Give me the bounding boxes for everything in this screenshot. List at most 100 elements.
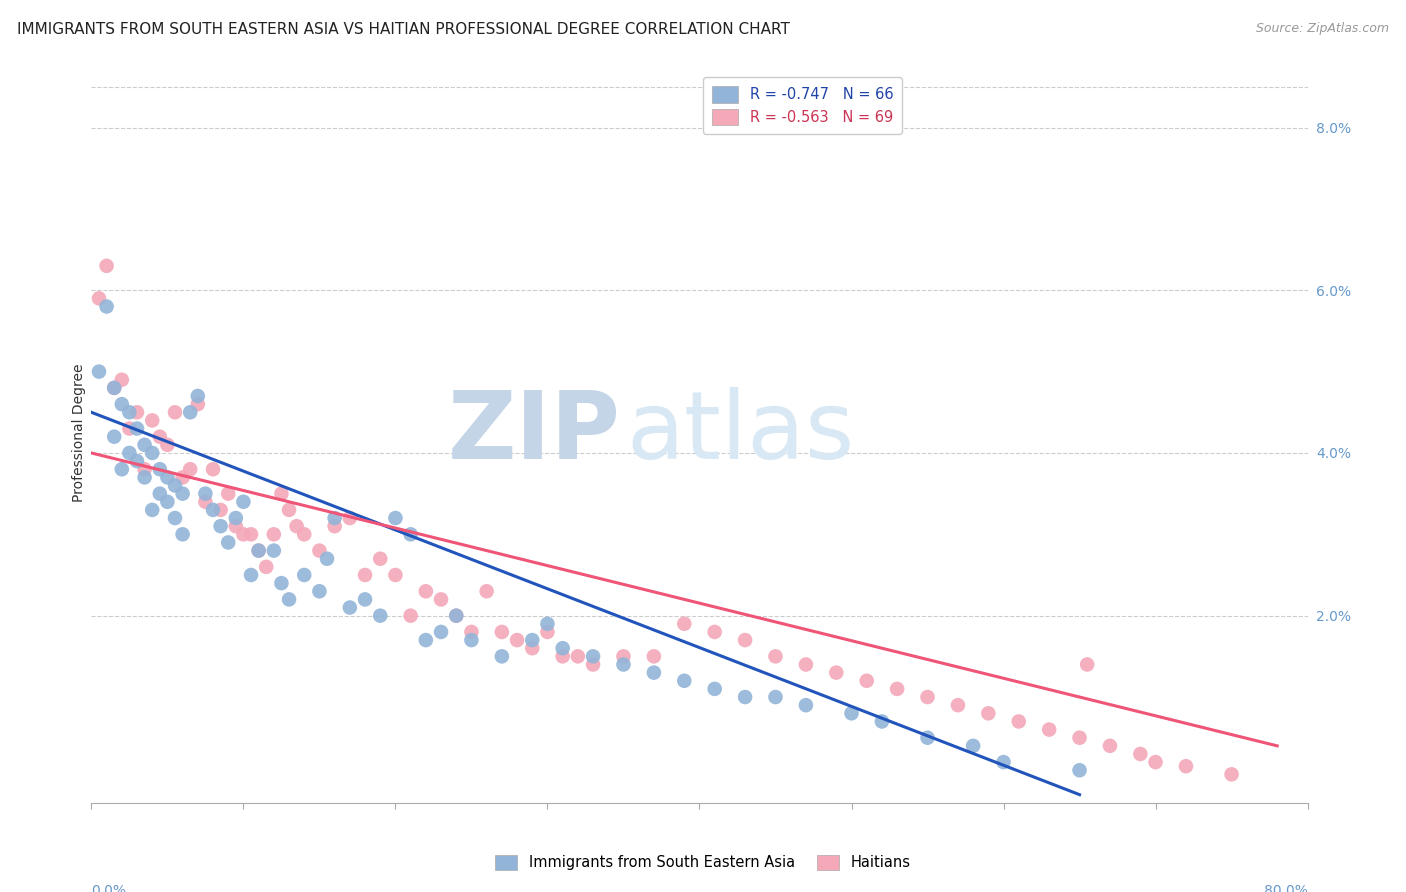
Point <box>522 633 544 648</box>
Point <box>202 503 225 517</box>
Point <box>917 731 939 745</box>
Point <box>765 649 787 664</box>
Point <box>612 657 634 672</box>
Point <box>368 608 391 623</box>
Point <box>522 641 544 656</box>
Point <box>1069 731 1091 745</box>
Point <box>384 568 406 582</box>
Point <box>225 511 247 525</box>
Point <box>1174 759 1197 773</box>
Point <box>460 633 482 648</box>
Point <box>172 486 194 500</box>
Point <box>141 446 163 460</box>
Point <box>217 486 239 500</box>
Point <box>794 698 817 713</box>
Point <box>1038 723 1060 737</box>
Point <box>96 259 118 273</box>
Point <box>270 486 292 500</box>
Point <box>536 616 558 631</box>
Point <box>1008 714 1031 729</box>
Point <box>1098 739 1121 753</box>
Point <box>354 568 377 582</box>
Text: 80.0%: 80.0% <box>1264 884 1308 892</box>
Point <box>308 584 330 599</box>
Point <box>240 568 263 582</box>
Point <box>163 478 186 492</box>
Point <box>612 649 634 664</box>
Point <box>506 633 529 648</box>
Point <box>111 397 134 411</box>
Point <box>217 535 239 549</box>
Point <box>734 633 756 648</box>
Point <box>734 690 756 704</box>
Point <box>536 624 558 639</box>
Point <box>491 624 513 639</box>
Point <box>125 405 148 419</box>
Point <box>582 657 605 672</box>
Point <box>551 641 574 656</box>
Point <box>703 624 725 639</box>
Point <box>254 559 277 574</box>
Point <box>292 568 315 582</box>
Point <box>134 462 156 476</box>
Point <box>118 405 141 419</box>
Point <box>1144 755 1167 769</box>
Point <box>870 714 893 729</box>
Point <box>962 739 984 753</box>
Point <box>156 438 179 452</box>
Point <box>491 649 513 664</box>
Point <box>111 373 134 387</box>
Point <box>430 592 453 607</box>
Point <box>247 543 270 558</box>
Point <box>125 454 148 468</box>
Point <box>475 584 498 599</box>
Point <box>993 755 1015 769</box>
Point <box>643 649 665 664</box>
Point <box>156 495 179 509</box>
Point <box>87 292 110 306</box>
Point <box>125 421 148 435</box>
Point <box>111 462 134 476</box>
Point <box>187 397 209 411</box>
Point <box>339 600 361 615</box>
Point <box>673 673 696 688</box>
Point <box>172 470 194 484</box>
Point <box>263 543 285 558</box>
Point <box>368 551 391 566</box>
Point <box>141 413 163 427</box>
Point <box>354 592 377 607</box>
Point <box>209 519 232 533</box>
Point <box>149 430 172 444</box>
Point <box>323 519 346 533</box>
Legend: R = -0.747   N = 66, R = -0.563   N = 69: R = -0.747 N = 66, R = -0.563 N = 69 <box>703 77 903 134</box>
Point <box>551 649 574 664</box>
Point <box>247 543 270 558</box>
Point <box>172 527 194 541</box>
Point <box>118 421 141 435</box>
Point <box>460 624 482 639</box>
Point <box>232 495 254 509</box>
Point <box>202 462 225 476</box>
Point <box>87 365 110 379</box>
Point <box>134 438 156 452</box>
Point <box>103 381 125 395</box>
Point <box>384 511 406 525</box>
Point <box>339 511 361 525</box>
Point <box>308 543 330 558</box>
Point <box>794 657 817 672</box>
Point <box>240 527 263 541</box>
Point <box>917 690 939 704</box>
Point <box>1069 764 1091 778</box>
Point <box>118 446 141 460</box>
Text: ZIP: ZIP <box>447 386 620 479</box>
Point <box>399 608 422 623</box>
Point <box>209 503 232 517</box>
Point <box>643 665 665 680</box>
Point <box>179 462 201 476</box>
Point <box>270 576 292 591</box>
Point <box>323 511 346 525</box>
Point <box>399 527 422 541</box>
Point <box>886 681 908 696</box>
Legend: Immigrants from South Eastern Asia, Haitians: Immigrants from South Eastern Asia, Hait… <box>489 848 917 876</box>
Point <box>582 649 605 664</box>
